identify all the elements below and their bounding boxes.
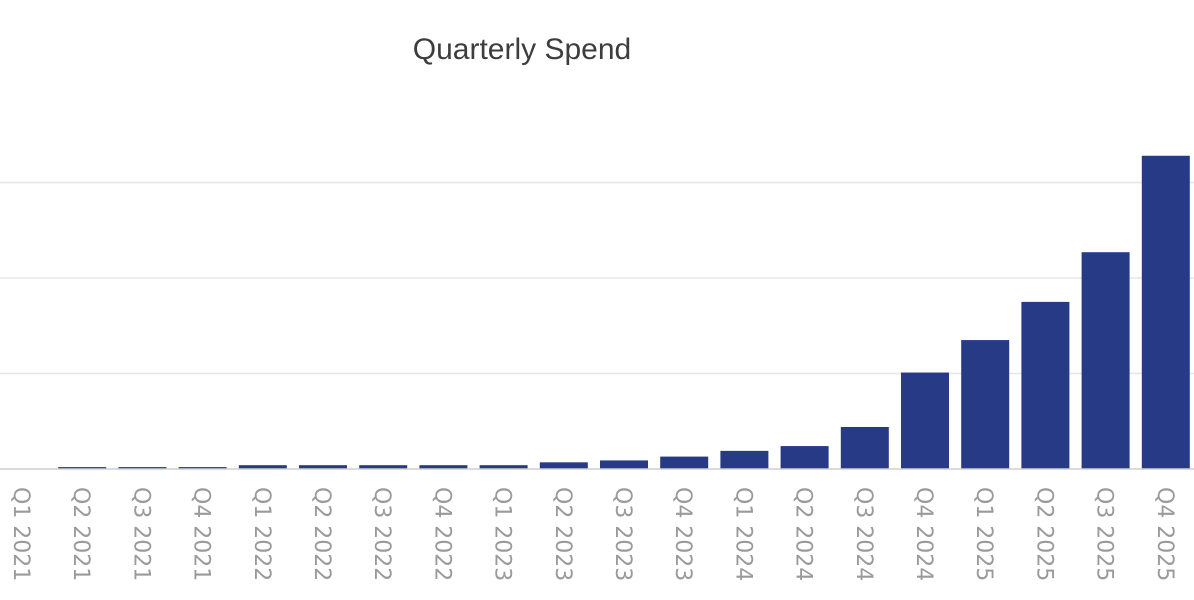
x-tick-label: Q1 2021 (8, 487, 33, 581)
bar-q4-2021 (178, 467, 227, 469)
x-tick-label: Q4 2024 (911, 487, 936, 581)
bar-q4-2024 (901, 372, 949, 469)
bar-q3-2024 (840, 426, 889, 469)
x-tick-label: Q2 2025 (1031, 487, 1056, 581)
x-tick-label: Q4 2025 (1152, 487, 1177, 581)
gridlines (0, 181, 1194, 375)
x-tick-label: Q3 2024 (851, 487, 876, 581)
bar-q2-2025 (1021, 301, 1070, 469)
bars (58, 155, 1190, 469)
bar-q1-2025 (961, 340, 1010, 469)
bar-q3-2025 (1081, 252, 1130, 469)
bar-q3-2021 (118, 467, 167, 469)
x-tick-label: Q1 2023 (490, 487, 515, 581)
x-tick-label: Q3 2023 (610, 487, 635, 581)
x-tick-label: Q3 2025 (1092, 487, 1117, 581)
x-tick-label: Q2 2023 (550, 487, 575, 581)
x-tick-label: Q1 2024 (730, 487, 755, 581)
x-tick-label: Q1 2022 (249, 487, 274, 581)
x-tick-label: Q3 2022 (369, 487, 394, 581)
bar-q1-2023 (479, 465, 528, 469)
bar-q1-2024 (720, 450, 769, 469)
bar-q4-2023 (660, 456, 709, 469)
bar-q2-2023 (539, 462, 588, 469)
x-tick-label: Q4 2021 (189, 487, 214, 581)
bar-q3-2023 (600, 460, 648, 469)
bar-q3-2022 (359, 465, 408, 469)
x-tick-label: Q2 2024 (791, 487, 816, 581)
chart-title: Quarterly Spend (413, 33, 631, 66)
bar-q1-2022 (238, 465, 287, 469)
x-tick-label: Q4 2022 (429, 487, 454, 581)
bar-q2-2021 (58, 467, 107, 469)
bar-q2-2022 (299, 465, 347, 469)
x-tick-label: Q4 2023 (670, 487, 695, 581)
bar-q4-2022 (419, 465, 468, 469)
x-tick-label: Q2 2022 (309, 487, 334, 581)
x-tick-label: Q3 2021 (128, 487, 153, 581)
x-tick-label: Q1 2025 (971, 487, 996, 581)
x-tick-label: Q2 2021 (68, 487, 93, 581)
x-axis-tick-labels: Q1 2021 Q2 2021 Q3 2021 Q4 2021 Q1 2022 Q2 20… (8, 487, 1177, 581)
bar-q4-2025 (1141, 155, 1190, 469)
bar-q2-2024 (780, 446, 829, 469)
